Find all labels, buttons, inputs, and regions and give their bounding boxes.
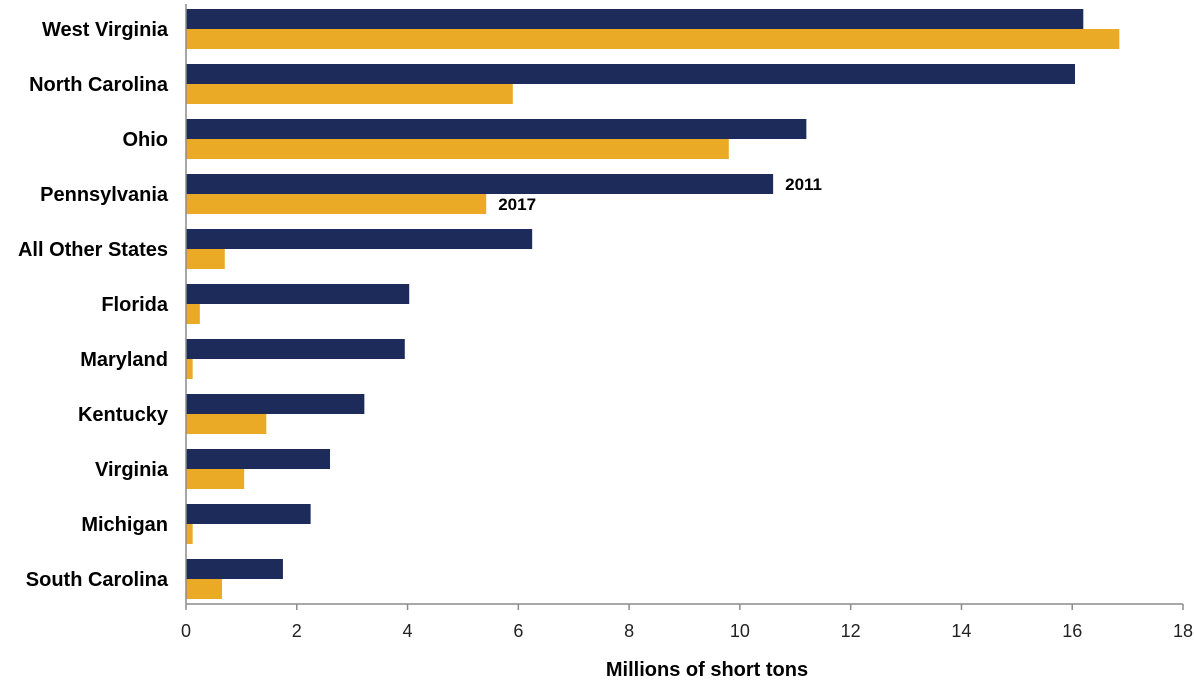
series-label-2017: 2017 [498, 195, 536, 214]
bars-group [186, 9, 1120, 599]
bar-2017-ohio [186, 139, 729, 159]
bar-2017-north-carolina [186, 84, 513, 104]
category-label-maryland: Maryland [80, 349, 168, 371]
series-labels: 2011 2017 [498, 175, 822, 214]
x-tick-label-14: 14 [951, 621, 971, 641]
bar-2011-michigan [186, 504, 311, 524]
x-axis-title: Millions of short tons [606, 659, 808, 681]
bar-2011-all-other-states [186, 229, 533, 249]
category-label-pennsylvania: Pennsylvania [40, 184, 169, 206]
bar-2017-florida [186, 304, 200, 324]
bar-2017-all-other-states [186, 249, 225, 269]
bar-2011-virginia [186, 449, 331, 469]
x-tick-label-2: 2 [292, 621, 302, 641]
bar-2017-maryland [186, 359, 193, 379]
bar-2017-south-carolina [186, 579, 223, 599]
bar-2017-virginia [186, 469, 245, 489]
category-label-michigan: Michigan [81, 514, 168, 536]
category-label-kentucky: Kentucky [78, 404, 169, 426]
category-label-ohio: Ohio [122, 129, 168, 151]
category-label-south-carolina: South Carolina [26, 569, 169, 591]
bar-2011-maryland [186, 339, 405, 359]
category-labels: West Virginia North Carolina Ohio Pennsylva… [18, 19, 169, 591]
bar-2011-south-carolina [186, 559, 283, 579]
bar-2017-michigan [186, 524, 193, 544]
x-tick-label-0: 0 [181, 621, 191, 641]
series-label-2011: 2011 [785, 175, 822, 194]
x-tick-label-18: 18 [1173, 621, 1193, 641]
category-label-all-other-states: All Other States [18, 239, 168, 261]
bar-2011-west-virginia [186, 9, 1084, 29]
x-tick-label-6: 6 [513, 621, 523, 641]
category-label-florida: Florida [101, 294, 169, 316]
category-label-virginia: Virginia [95, 459, 169, 481]
bar-2017-pennsylvania [186, 194, 487, 214]
bar-2011-pennsylvania [186, 174, 774, 194]
category-label-west-virginia: West Virginia [42, 19, 169, 41]
x-axis: 0 2 4 6 8 10 12 14 16 18 [181, 4, 1193, 641]
bar-2017-kentucky [186, 414, 267, 434]
x-tick-label-16: 16 [1062, 621, 1082, 641]
x-tick-label-8: 8 [624, 621, 634, 641]
x-tick-label-10: 10 [730, 621, 750, 641]
x-tick-label-4: 4 [403, 621, 413, 641]
category-label-north-carolina: North Carolina [29, 74, 169, 96]
bar-2011-kentucky [186, 394, 365, 414]
bar-2011-florida [186, 284, 410, 304]
bar-2011-north-carolina [186, 64, 1075, 84]
bar-2011-ohio [186, 119, 807, 139]
x-tick-label-12: 12 [841, 621, 861, 641]
bar-2017-west-virginia [186, 29, 1120, 49]
